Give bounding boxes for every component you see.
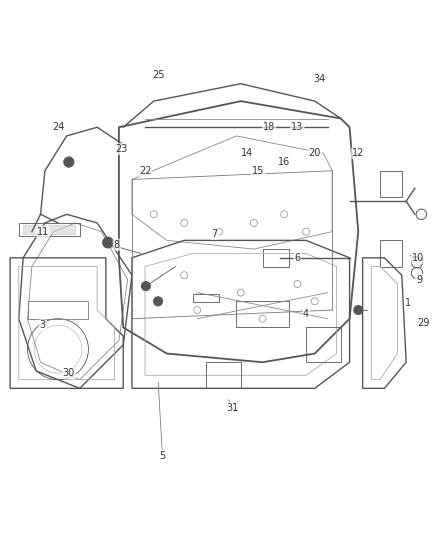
Text: 30: 30 <box>63 368 75 378</box>
Text: 7: 7 <box>212 229 218 239</box>
Text: 14: 14 <box>241 148 254 158</box>
Circle shape <box>141 282 150 290</box>
Text: 20: 20 <box>308 148 321 158</box>
Text: 9: 9 <box>416 274 422 285</box>
Text: 23: 23 <box>115 144 127 154</box>
Text: 34: 34 <box>313 75 325 84</box>
Circle shape <box>354 305 363 314</box>
Text: 12: 12 <box>352 148 364 158</box>
Polygon shape <box>23 225 75 234</box>
Text: 25: 25 <box>152 70 164 80</box>
Text: 11: 11 <box>37 227 49 237</box>
Text: 5: 5 <box>159 451 166 461</box>
Text: 10: 10 <box>412 253 424 263</box>
Text: 29: 29 <box>417 318 430 328</box>
Text: 15: 15 <box>252 166 265 176</box>
Text: 1: 1 <box>405 298 411 309</box>
Text: 6: 6 <box>294 253 300 263</box>
Circle shape <box>103 237 113 248</box>
Text: 22: 22 <box>139 166 151 176</box>
Text: 3: 3 <box>40 320 46 330</box>
Text: 24: 24 <box>52 122 64 132</box>
Text: 18: 18 <box>263 122 275 132</box>
Text: 31: 31 <box>226 403 238 413</box>
Circle shape <box>154 297 162 305</box>
Text: 8: 8 <box>113 240 120 250</box>
Text: 4: 4 <box>303 309 309 319</box>
Text: 16: 16 <box>278 157 290 167</box>
Text: 13: 13 <box>291 122 304 132</box>
Circle shape <box>64 157 74 167</box>
